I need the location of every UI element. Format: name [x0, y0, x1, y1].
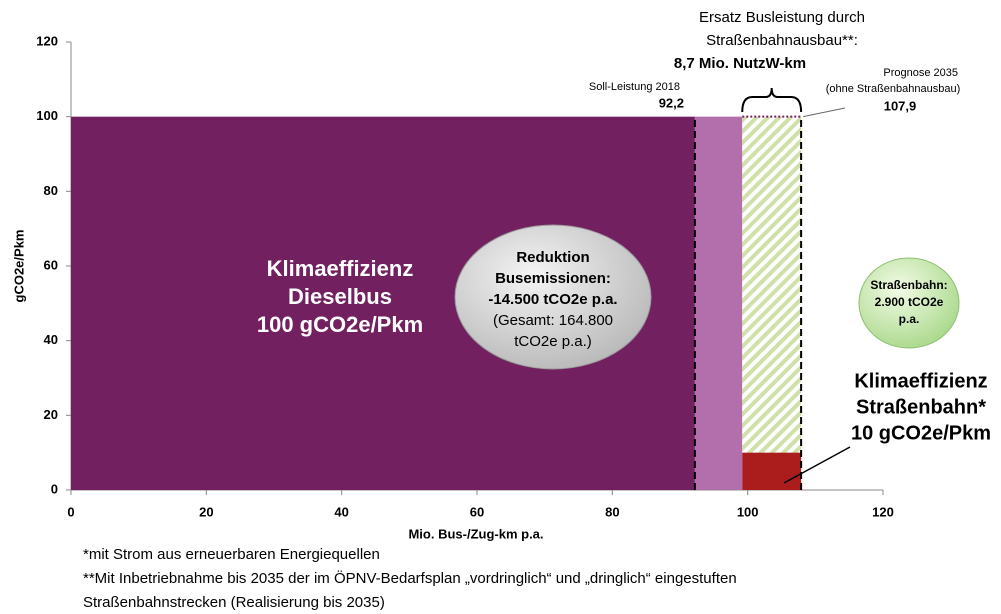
tram-bubble: [858, 257, 960, 349]
tram-label: 10 gCO2e/Pkm: [851, 422, 991, 444]
reduction-label: -14.500 tCO2e p.a.: [488, 291, 617, 308]
bracket: [741, 87, 803, 113]
pointer: [783, 446, 851, 484]
reduction-label: Reduktion: [516, 249, 589, 266]
dieselbus-label: Dieselbus: [288, 284, 392, 309]
x-axis-label: Mio. Bus-/Zug-km p.a.: [408, 526, 543, 541]
tram-emissions: 2.900 tCO2e: [875, 295, 944, 309]
x-tick-label: 120: [872, 504, 894, 519]
reduction-label: Busemissionen:: [495, 270, 611, 287]
y-axis-label: gCO2e/Pkm: [11, 230, 26, 303]
x-tick-label: 20: [199, 504, 213, 519]
y-tick-label: 80: [44, 183, 58, 198]
dieselbus-label: Klimaeffizienz: [267, 256, 414, 281]
y-tick-label: 120: [36, 33, 58, 48]
footnote: **Mit Inbetriebnahme bis 2035 der im ÖPN…: [83, 569, 737, 587]
footnote: Straßenbahnstrecken (Realisierung bis 20…: [83, 594, 385, 611]
bracket-label: Straßenbahnausbau**:: [706, 32, 858, 49]
reduction-note: (Gesamt: 164.800: [493, 312, 613, 329]
bracket-label: Ersatz Busleistung durch: [699, 9, 865, 26]
tram-label: Klimaeffizienz: [854, 370, 987, 392]
bar-segment: [742, 452, 802, 490]
bar-segment: [694, 116, 743, 491]
marker-label: (ohne Straßenbahnausbau): [826, 83, 961, 95]
y-tick-label: 100: [36, 108, 58, 123]
marker-label: Prognose 2035: [883, 67, 958, 79]
connector: [803, 107, 846, 118]
reduction-note: tCO2e p.a.): [514, 333, 592, 350]
tram-emissions: p.a.: [899, 312, 920, 326]
x-tick-label: 60: [470, 504, 484, 519]
marker-value: 107,9: [884, 98, 917, 113]
y-tick-label: 20: [44, 407, 58, 422]
tram-emissions: Straßenbahn:: [870, 278, 947, 292]
tram-label: Straßenbahn*: [856, 396, 986, 418]
x-tick-label: 40: [334, 504, 348, 519]
dieselbus-label: 100 gCO2e/Pkm: [257, 312, 423, 337]
marker-value: 92,2: [659, 95, 684, 110]
y-tick-label: 40: [44, 332, 58, 347]
y-tick-label: 0: [51, 481, 58, 496]
marker-label: Soll-Leistung 2018: [589, 81, 680, 93]
bar-segment: [742, 116, 802, 453]
x-tick-label: 100: [737, 504, 759, 519]
reduction-bubble: [454, 224, 652, 370]
footnote: *mit Strom aus erneuerbaren Energiequell…: [83, 546, 380, 563]
x-tick-label: 0: [67, 504, 74, 519]
bracket-value: 8,7 Mio. NutzW-km: [674, 55, 806, 72]
y-tick-label: 60: [44, 257, 58, 272]
x-tick-label: 80: [605, 504, 619, 519]
